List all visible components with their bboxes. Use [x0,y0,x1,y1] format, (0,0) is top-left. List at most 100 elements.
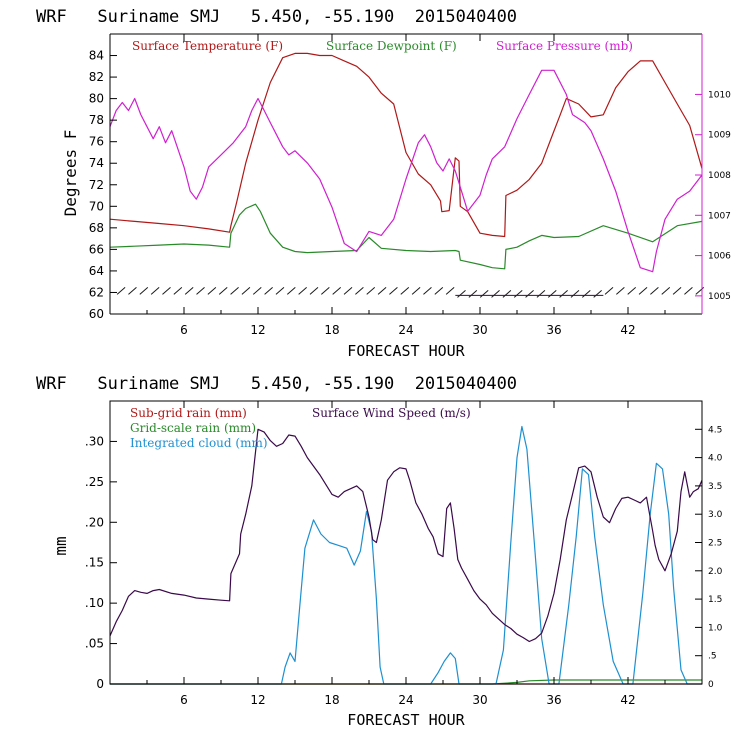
legend-surface-dewpoint: Surface Dewpoint (F) [326,39,457,53]
wind-barb [377,287,387,295]
wind-barb [638,287,648,295]
wind-barb [604,287,614,295]
y2-tick-label: .5 [708,652,717,662]
wind-barb [457,290,466,298]
wind-barb [252,287,262,295]
legend-subgrid-rain: Sub-grid rain (mm) [130,406,247,420]
wind-barb [650,287,659,295]
y2-tick-label: 2.5 [708,539,722,549]
wind-barb [218,287,228,295]
y-tick-label: 70 [89,199,104,213]
y-tick-label: 62 [89,285,104,299]
wind-barb [627,287,637,295]
y-tick-label: 60 [89,307,104,321]
y-tick-label: 72 [89,178,104,192]
temperature-panel: WRF Suriname SMJ 5.450, -55.190 20150404… [36,7,731,360]
wind-barb [355,287,364,295]
y2-tick-label: 0 [708,680,714,690]
y-tick-label: .10 [85,596,104,610]
y-tick-label: 68 [89,221,104,235]
wind-barb [184,287,194,295]
y2-tick-label: 4.5 [708,425,722,435]
wind-barb [230,287,239,295]
wind-barb [286,287,296,295]
legend-surface-pressure: Surface Pressure (mb) [496,39,633,53]
wind-barb [162,287,171,295]
x-tick-label: 36 [546,323,561,337]
wind-barb [593,290,602,298]
x-tick-label: 12 [250,323,265,337]
y2-tick-label: 1005 [708,292,731,302]
x-tick-label: 18 [324,323,339,337]
wind-barb [547,290,557,298]
x-tick-label: 24 [398,323,413,337]
panel2-title: WRF Suriname SMJ 5.450, -55.190 20150404… [36,374,517,394]
legend-grid-scale-rain: Grid-scale rain (mm) [130,421,256,435]
wind-barb [321,287,330,295]
y-tick-label: 84 [89,49,104,63]
wind-barb [207,287,217,295]
wind-barb [684,287,693,295]
wind-barb [400,287,410,295]
y-tick-label: .30 [85,434,104,448]
wind-barb [139,287,149,295]
wind-barb [479,290,489,298]
wind-barb [502,290,512,298]
wind-barb [525,290,534,298]
wind-barb [309,287,319,295]
wind-barb [411,287,421,295]
y2-tick-label: 3.0 [708,510,723,520]
y-tick-label: 78 [89,113,104,127]
wind-barb [241,287,251,295]
x-tick-label: 6 [180,693,188,707]
y2-tick-label: 1007 [708,211,731,221]
y-tick-label: 64 [89,264,104,278]
panel1-series [109,52,703,273]
y2-tick-label: 1.0 [708,623,723,633]
wind-barb [513,290,523,298]
wind-barb [423,287,432,295]
x-tick-label: 30 [472,323,487,337]
x-tick-label: 30 [472,693,487,707]
wind-barb [570,290,580,298]
wind-barb [264,287,273,295]
panel1-title: WRF Suriname SMJ 5.450, -55.190 20150404… [36,7,517,27]
wind-barb [150,287,160,295]
x-tick-label: 18 [324,693,339,707]
y-tick-label: .05 [85,637,104,651]
wind-barb [275,287,285,295]
wind-barb [672,287,682,295]
wind-barb [173,287,183,295]
panel1-ylabel: Degrees F [61,130,80,217]
y-tick-label: 80 [89,92,104,106]
wind-barb [491,290,500,298]
wind-barb [128,287,137,295]
precipitation-panel: WRF Suriname SMJ 5.450, -55.190 20150404… [36,374,723,729]
y2-tick-label: 2.0 [708,567,723,577]
x-tick-label: 36 [546,693,561,707]
wind-barb [445,287,455,295]
y2-tick-label: 4.0 [708,454,723,464]
wind-barb [468,290,478,298]
legend-surface-temperature: Surface Temperature (F) [132,39,283,53]
series-surface-dewpoint-line [109,203,703,270]
wind-barb [332,287,342,295]
wind-barb [559,290,568,298]
wind-barb [434,287,444,295]
panel1-ticks: 6 12 18 24 30 36 42 60 62 64 66 68 70 72 74 76 78 80 82 84 1… [89,34,731,337]
y2-tick-label: 1.5 [708,595,722,605]
y-tick-label: 76 [89,135,104,149]
wind-barb [581,290,591,298]
legend-surface-wind-speed: Surface Wind Speed (m/s) [312,406,471,420]
wind-barbs [116,287,705,298]
y-tick-label: .15 [85,556,104,570]
wind-barb [616,287,625,295]
panel1-xlabel: FORECAST HOUR [347,342,465,360]
wind-barb [116,287,126,295]
series-surface-temperature-line [109,52,703,238]
wind-barb [536,290,546,298]
x-tick-label: 42 [620,323,635,337]
y-tick-label: .25 [85,475,104,489]
legend-integrated-cloud: Integrated cloud (mm) [130,436,268,450]
y2-tick-label: 1010 [708,90,731,100]
